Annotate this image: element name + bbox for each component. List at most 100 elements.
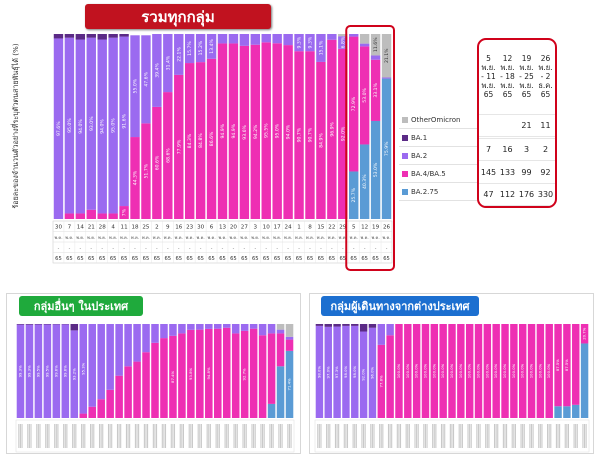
data-label: 94.8% [206, 367, 211, 379]
x-tick-month: พ.ค. [262, 235, 270, 240]
data-label: 84.3% [187, 133, 193, 148]
x-tick-glyph [529, 424, 531, 448]
x-tick-glyph [522, 424, 524, 448]
table-header-cell: 12 พ.ย. - 18 พ.ย. 65 [498, 40, 517, 115]
x-tick-glyph [495, 424, 497, 448]
x-tick-dash: - [244, 247, 246, 252]
x-tick-glyph [73, 424, 75, 448]
bar-segment-ba-2 [386, 324, 394, 336]
x-tick-glyph [272, 424, 274, 448]
x-tick-glyph [346, 424, 349, 448]
x-tick-year: 65 [143, 256, 150, 262]
x-tick-glyph [253, 424, 255, 448]
x-tick-label: 6 [210, 225, 214, 231]
bar-segment-ba-1 [97, 34, 107, 40]
legend-label: OtherOmicron [411, 115, 461, 124]
x-tick-glyph [93, 424, 95, 448]
table-cell: 145 [479, 160, 498, 184]
data-label: 92.0% [361, 368, 366, 380]
table-row: 145 133 99 92 [479, 160, 555, 184]
legend-label: BA.2.75 [411, 187, 439, 196]
table-cell [536, 136, 555, 140]
bar-segment-ba-4-ba-5 [536, 324, 545, 418]
table-header-line: 26 [540, 54, 551, 64]
x-tick-glyph [262, 424, 264, 448]
x-tick-glyph [364, 424, 366, 448]
x-tick-glyph [486, 424, 488, 448]
x-tick-dash: - [211, 247, 213, 252]
data-label: 40.3% [362, 174, 368, 189]
bar-segment-ba-2 [370, 55, 381, 60]
legend-label: BA.2 [411, 151, 428, 160]
x-tick-glyph [45, 424, 47, 448]
x-tick-glyph [407, 424, 409, 448]
x-tick-year: 65 [372, 256, 379, 262]
x-tick-glyph [539, 424, 541, 448]
bar-segment-otheromicron [359, 34, 370, 44]
bar-segment-ba-4-ba-5 [239, 45, 250, 220]
x-tick-glyph [506, 424, 508, 448]
x-tick-glyph [251, 424, 253, 448]
legend-swatch [402, 170, 408, 177]
x-tick-label: 27 [241, 225, 249, 231]
bar-segment-ba-4-ba-5 [580, 324, 589, 344]
x-tick-label: 28 [99, 225, 107, 231]
data-label: 77.9% [176, 139, 182, 154]
data-label: 90.7% [307, 127, 313, 142]
bar-segment-otheromicron [276, 324, 285, 330]
table-row: 47 112 176 330 [479, 183, 555, 206]
bar-segment-ba-4-ba-5 [130, 137, 140, 219]
bar-segment-otheromicron [285, 324, 294, 337]
x-tick-glyph [39, 424, 41, 448]
data-label: 94.2% [253, 124, 259, 139]
x-tick-year: 65 [361, 256, 368, 262]
bar-segment-ba-2-75 [359, 144, 370, 219]
x-tick-glyph [336, 424, 338, 448]
x-tick-year: 65 [329, 256, 336, 262]
table-header-line: - 11 [481, 72, 496, 82]
bar-segment-ba-4-ba-5 [474, 324, 483, 418]
x-tick-glyph [281, 424, 283, 448]
x-tick-year: 65 [165, 256, 172, 262]
x-tick-glyph [442, 424, 444, 448]
x-tick-glyph [172, 424, 174, 448]
x-tick-label: 17 [274, 225, 282, 231]
bar-segment-ba-2-75 [276, 366, 285, 418]
bar-segment-ba-4-ba-5 [545, 324, 553, 418]
bar-segment-ba-2 [205, 324, 213, 329]
x-tick-dash: - [156, 247, 158, 252]
data-label: 94.9% [231, 123, 237, 138]
x-tick-glyph [511, 424, 513, 448]
bar-segment-ba-2 [88, 324, 96, 407]
x-tick-glyph [107, 424, 110, 448]
data-label: 15.1% [318, 40, 324, 55]
bar-segment-ba-4-ba-5 [205, 328, 213, 418]
bar-segment-ba-2 [142, 324, 150, 353]
data-label: 100.0% [484, 363, 489, 378]
x-tick-dash: - [353, 247, 355, 252]
x-tick-glyph [209, 424, 211, 448]
data-label: 20.7% [582, 327, 587, 339]
x-tick-glyph [199, 424, 201, 448]
x-tick-glyph [109, 424, 111, 448]
bar-segment-ba-4-ba-5 [327, 39, 337, 220]
x-tick-glyph [263, 424, 265, 448]
x-tick-glyph [206, 424, 208, 448]
x-tick-month: พ.ค. [65, 235, 73, 240]
data-label: 99.6% [62, 365, 67, 377]
data-label: 11.6% [373, 37, 379, 52]
x-tick-glyph [355, 424, 357, 448]
bar-segment-ba-4-ba-5 [160, 338, 168, 418]
bar-segment-ba-4-ba-5 [250, 44, 260, 220]
bar-segment-ba-2-75 [572, 404, 580, 418]
x-tick-label: 25 [142, 225, 150, 231]
data-label: 25.7% [351, 187, 357, 202]
x-tick-glyph [426, 424, 428, 448]
data-label: 92.0% [340, 126, 346, 141]
data-label: 98.0% [316, 366, 321, 378]
x-tick-glyph [82, 424, 84, 448]
table-cell: 92 [536, 160, 555, 184]
table-header-line: - 18 [500, 72, 515, 82]
data-label: 84.9% [318, 133, 324, 148]
x-tick-glyph [27, 424, 29, 448]
